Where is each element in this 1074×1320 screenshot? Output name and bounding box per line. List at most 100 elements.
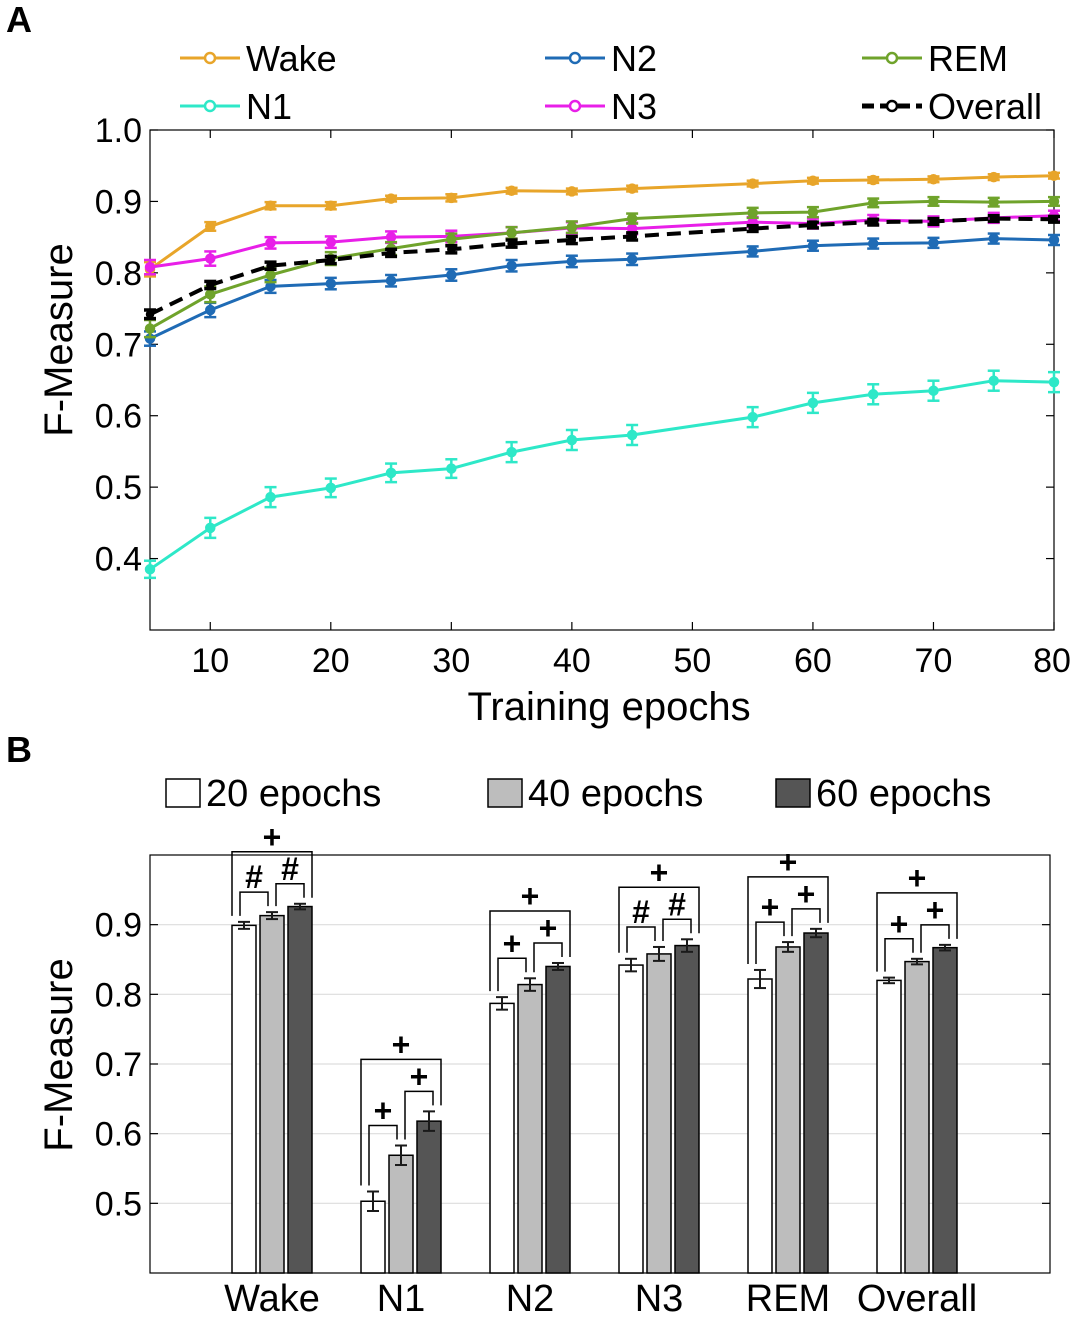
a-data-point [325,200,337,211]
b-bracket-20-60 [360,1058,442,1186]
a-data-point [1048,196,1060,207]
b-bracket-40-60-symbol: + [926,892,945,928]
a-x-tick-label: 10 [191,642,229,680]
a-series-line-overall [149,216,1055,317]
b-bracket-20-60 [876,892,958,972]
a-data-point [206,280,215,290]
b-bar-40-epochs [388,1154,414,1274]
a-data-point [1048,234,1060,246]
a-x-tick-label: 30 [432,642,470,680]
b-bar-60-epochs [416,1120,442,1274]
a-data-point [747,207,758,219]
a-legend-item-n2: N2 [545,38,657,79]
b-bracket-20-40 [497,957,527,992]
b-bar-40-epochs [775,946,801,1274]
b-bar-60-epochs [674,944,700,1274]
b-bracket-40-60 [533,942,563,973]
b-bar-60-epochs [803,932,829,1274]
b-bracket-20-40-symbol: # [245,859,263,895]
a-data-point [506,260,517,271]
b-significance-n3: # #+ [618,854,700,953]
a-legend-label: REM [928,38,1008,79]
panel-b-bars-group [231,902,958,1274]
b-bar-40-epochs [904,960,930,1274]
panel-b-legend: 20 epochs 40 epochs 60 epochs [165,773,991,815]
b-legend-item-40-epochs: 40 epochs [487,773,703,815]
b-bracket-20-60 [618,886,700,953]
a-data-point [385,467,397,479]
b-category-group-n3 [618,938,700,1274]
a-data-point [566,256,578,267]
a-data-point [747,178,758,189]
a-data-point [989,214,998,223]
b-x-tick-label: Overall [857,1278,977,1315]
b-bracket-40-60-symbol: # [668,886,686,922]
a-data-point [144,261,156,273]
b-bar-40-epochs [259,914,285,1274]
a-legend-label: Wake [246,38,337,79]
b-category-group-n1 [360,1110,442,1274]
a-legend-label: N1 [246,86,292,127]
b-bracket-20-60-symbol: + [908,860,927,896]
a-legend-marker [568,99,582,113]
panel-b-bar-chart: 20 epochs 40 epochs 60 epochs 0.5 0.6 0.7 0.8… [37,773,1051,1320]
a-legend-label: N3 [611,86,657,127]
a-data-point [626,429,638,441]
panel-label-a: A [6,0,32,40]
b-category-group-overall [876,943,958,1274]
b-bracket-20-60 [489,910,571,992]
a-data-point [867,174,879,186]
a-data-point [205,304,216,316]
b-significance-overall: + ++ [876,860,958,972]
a-data-point [928,174,939,185]
a-series-wake [144,170,1060,278]
a-data-point [385,275,397,286]
b-bar-60-epochs [287,905,313,1274]
a-data-point [506,185,517,196]
a-legend-marker [885,99,899,113]
b-bracket-20-40-symbol: # [632,894,650,930]
a-legend-label: N2 [611,38,657,79]
a-y-tick-label: 0.4 [95,541,142,579]
b-bar-20-epochs [489,1002,515,1274]
b-legend-label: 60 epochs [816,773,991,815]
a-data-point [567,235,577,245]
a-data-point [626,213,638,224]
b-bracket-40-60 [275,883,305,907]
panel-a-line-chart: Wake N1 N2 N3 REM Overall 0.4 0.5 0.6 0.7 0.8 0.9 1… [37,38,1071,729]
panel-b-y-axis: 0.5 0.6 0.7 0.8 0.9 [95,907,1050,1223]
a-data-point [748,224,757,233]
a-data-point [988,196,999,208]
a-legend-marker [203,99,217,113]
b-legend-label: 40 epochs [528,773,703,815]
a-data-point [988,171,999,183]
a-legend-item-n1: N1 [180,86,292,127]
b-bracket-20-60-symbol: + [521,878,540,914]
a-data-point [627,232,637,241]
b-legend-swatch [487,778,523,808]
b-bar-60-epochs [545,965,571,1274]
a-data-point [205,522,216,534]
b-bracket-20-40-symbol: + [890,906,909,942]
a-data-point [626,183,638,194]
b-significance-rem: + ++ [747,844,829,964]
a-y-tick-label: 0.8 [95,255,142,293]
a-data-point [1049,215,1059,224]
a-data-point [807,240,819,251]
b-legend-swatch [775,778,811,808]
b-bracket-20-40-symbol: + [374,1093,393,1129]
b-bracket-40-60 [404,1090,434,1140]
a-legend-marker [203,51,217,65]
b-x-tick-label: N1 [377,1278,426,1315]
a-data-point [265,269,276,281]
b-significance-n2: + ++ [489,878,571,992]
panel-a-y-axis: 0.4 0.5 0.6 0.7 0.8 0.9 1.0 [95,112,1054,579]
a-data-point [447,245,456,254]
a-data-point [506,227,517,239]
a-legend-item-n3: N3 [545,86,657,127]
a-series-n2 [144,232,1060,347]
a-data-point [1048,170,1060,181]
a-data-point [266,261,275,270]
b-x-tick-label: Wake [224,1278,320,1315]
